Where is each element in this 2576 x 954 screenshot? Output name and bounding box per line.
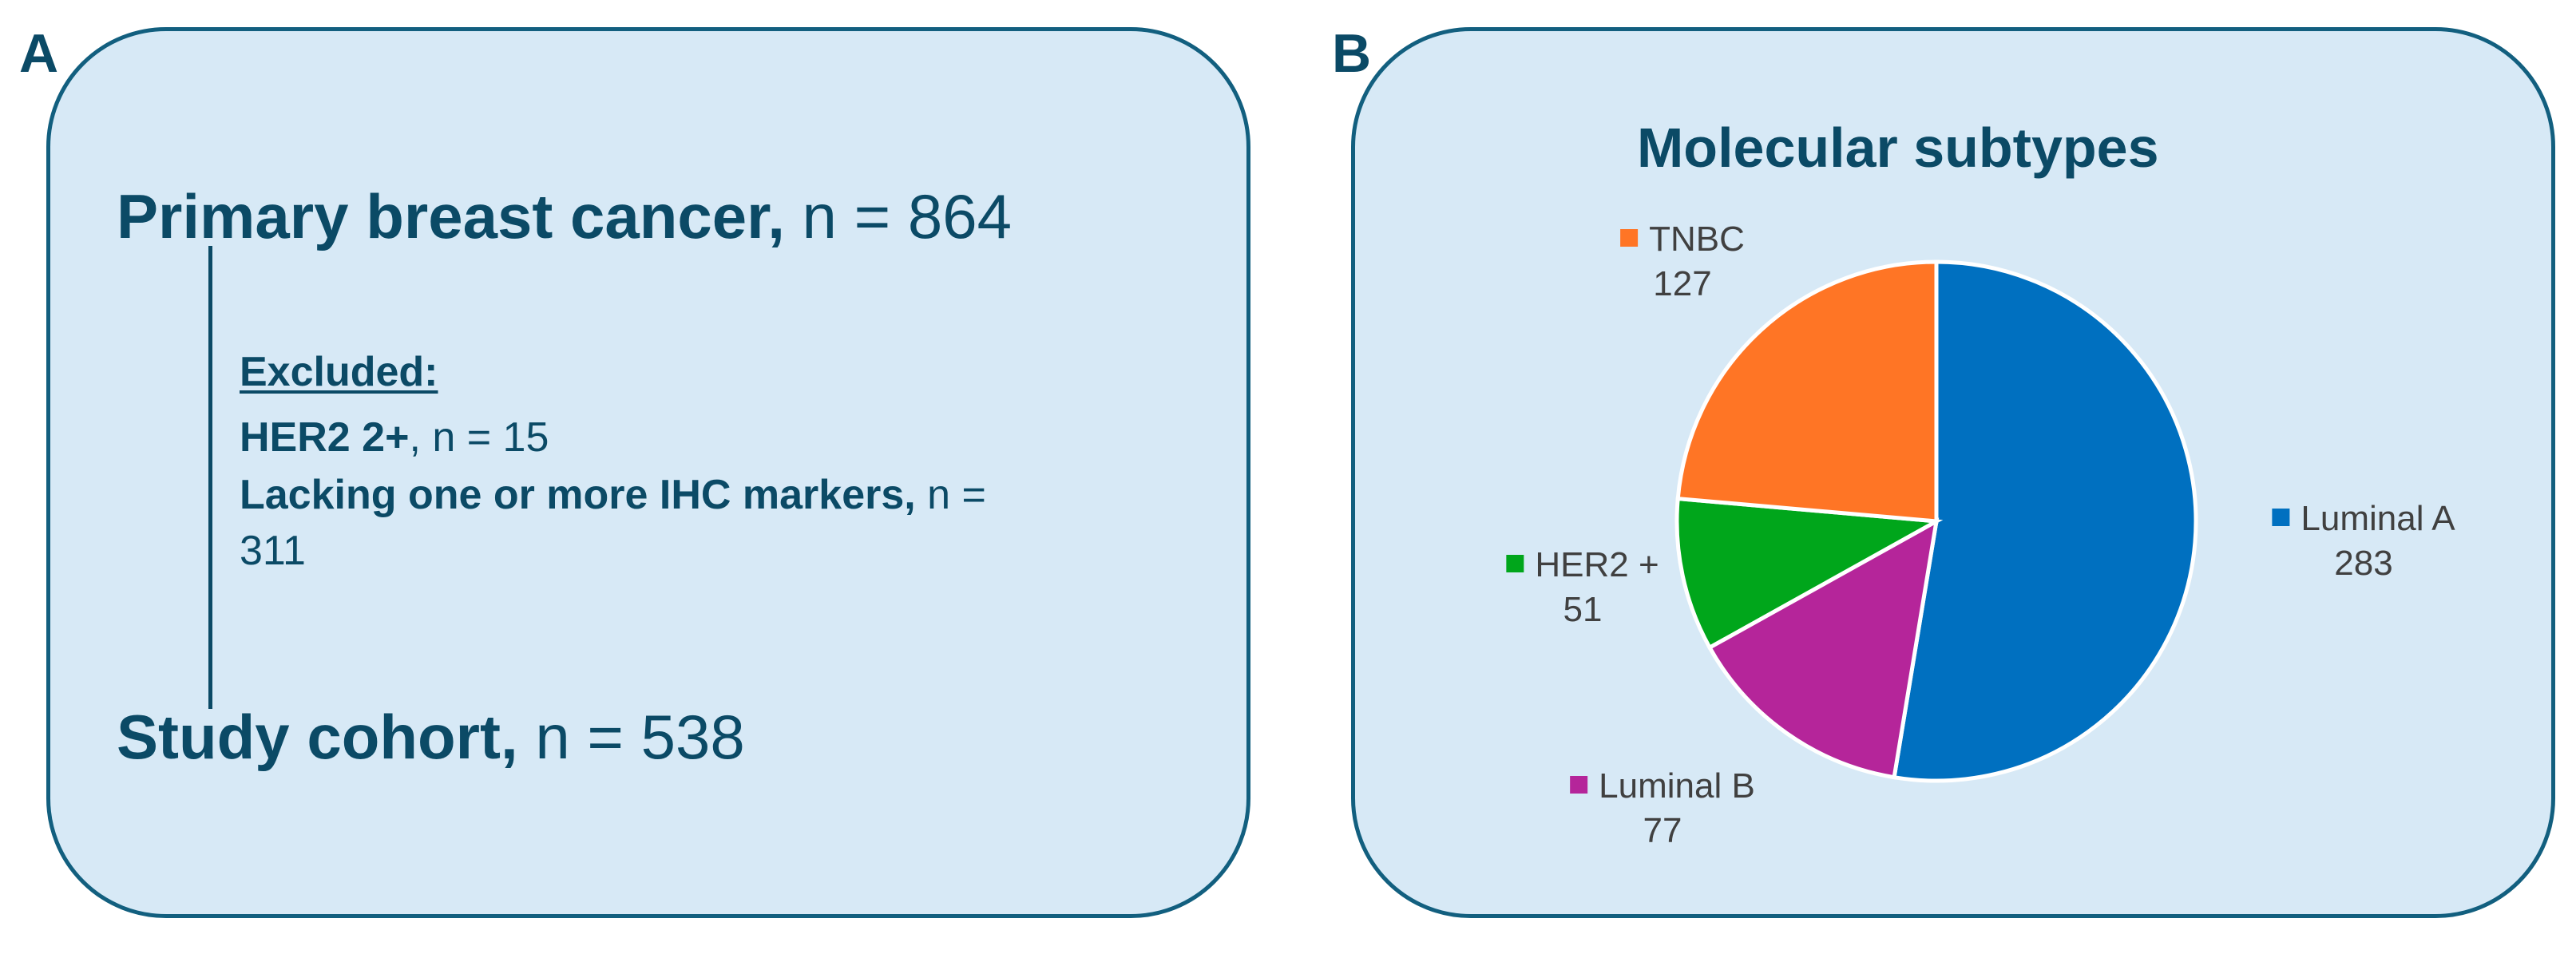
flow-connector-line [208,246,212,709]
primary-cohort-count: n = 864 [784,181,1012,251]
pie-slice-luminal-b [1706,517,1940,780]
study-cohort-count: n = 538 [517,702,745,772]
legend-label-tnbc: TNBC [1649,220,1745,259]
legend-value-luminal-a: 283 [2334,544,2393,583]
legend-value-tnbc: 127 [1653,264,1712,303]
excluded-ihc-label: Lacking one or more IHC markers, [240,472,916,518]
legend-label-luminal-a: Luminal A [2301,499,2455,538]
legend-swatch-her2 [1506,555,1524,573]
pie-slice-tnbc [1675,259,1939,524]
legend-swatch-luminal-b [1570,776,1588,794]
legend-item-luminal-a: Luminal A 283 [2272,497,2455,586]
panel-a-letter: A [19,23,59,84]
excluded-her2-count: , n = 15 [409,414,549,461]
pie-slice-her2 [1674,496,1944,651]
pie-slice-luminal-a [1892,259,2198,783]
legend-label-luminal-b: Luminal B [1599,766,1755,806]
excluded-her2-line: HER2 2+, n = 15 [240,414,549,461]
legend-label-her2: HER2 + [1535,545,1659,584]
pie-chart-title: Molecular subtypes [1637,117,2159,179]
panel-a-box [46,27,1250,918]
legend-swatch-luminal-a [2272,509,2290,527]
primary-cohort-label: Primary breast cancer, [117,181,785,251]
legend-value-luminal-b: 77 [1643,811,1682,850]
excluded-ihc-count-prefix: n = [915,472,986,518]
primary-cohort-line: Primary breast cancer, n = 864 [117,180,1012,253]
study-cohort-line: Study cohort, n = 538 [117,701,745,774]
panel-b-letter: B [1332,23,1372,84]
excluded-heading-text: Excluded: [240,349,438,395]
legend-item-her2: HER2 + 51 [1506,543,1659,632]
legend-swatch-tnbc [1620,229,1639,247]
excluded-heading: Excluded: [240,348,438,396]
excluded-ihc-line: Lacking one or more IHC markers, n = [240,471,986,519]
legend-item-luminal-b: Luminal B 77 [1570,764,1755,853]
excluded-her2-label: HER2 2+ [240,414,410,461]
legend-item-tnbc: TNBC 127 [1620,217,1745,307]
legend-value-her2: 51 [1563,590,1603,629]
study-cohort-label: Study cohort, [117,702,518,772]
excluded-ihc-count: 311 [240,528,306,574]
